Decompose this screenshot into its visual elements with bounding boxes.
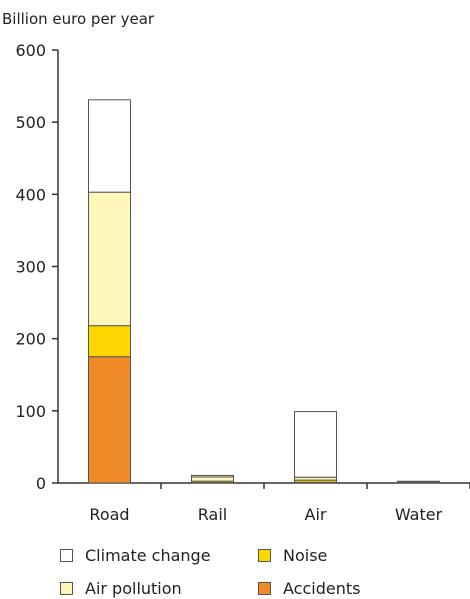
legend-item-noise: Noise: [258, 546, 327, 565]
legend-label: Accidents: [283, 579, 361, 598]
legend-swatch-accidents: [258, 582, 271, 595]
bar-road-accidents: [88, 356, 131, 484]
legend-item-climate-change: Climate change: [60, 546, 211, 565]
bar-rail-air-pollution: [191, 476, 234, 482]
y-tick-label: 100: [15, 402, 46, 421]
bar-road-noise: [88, 325, 131, 358]
legend-swatch-air-pollution: [60, 582, 73, 595]
x-tick-label-air: Air: [305, 505, 327, 524]
tick-labels: 0 100 200 300 400 500 600 Road Rail Air Water: [15, 41, 442, 524]
legend-swatch-noise: [258, 549, 271, 562]
legend-item-accidents: Accidents: [258, 579, 360, 598]
legend-label: Air pollution: [85, 579, 182, 598]
bar-road-air-pollution: [88, 191, 131, 327]
y-tick-label: 500: [15, 113, 46, 132]
x-tick-label-road: Road: [89, 505, 129, 524]
y-tick-label: 200: [15, 330, 46, 349]
y-tick-label: 0: [36, 474, 46, 493]
bars: [88, 99, 440, 484]
stacked-bar-chart: 0 100 200 300 400 500 600 Road Rail Air Water: [15, 41, 470, 524]
y-tick-label: 300: [15, 258, 46, 277]
bar-air-climate-change: [294, 411, 337, 478]
bar-water-climate-change: [397, 480, 440, 483]
legend-item-air-pollution: Air pollution: [60, 579, 182, 598]
legend-swatch-climate-change: [60, 549, 73, 562]
legend-label: Climate change: [85, 546, 211, 565]
y-tick-label: 400: [15, 185, 46, 204]
bar-road-climate-change: [88, 99, 131, 193]
x-tick-label-water: Water: [395, 505, 443, 524]
x-tick-label-rail: Rail: [198, 505, 227, 524]
y-axis-title: Billion euro per year: [2, 10, 155, 28]
legend-label: Noise: [283, 546, 328, 565]
bar-rail-climate-change: [191, 474, 234, 478]
y-tick-label: 600: [15, 41, 46, 60]
